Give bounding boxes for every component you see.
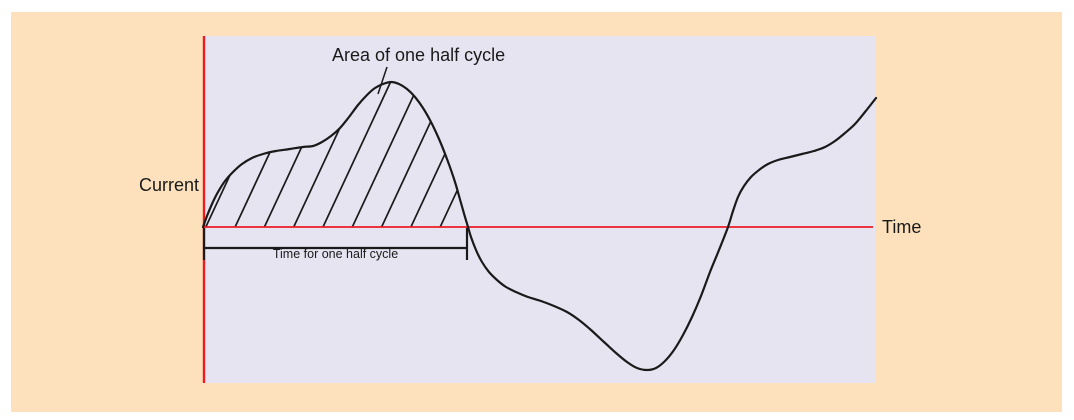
hatch-line <box>378 82 468 227</box>
y-axis-label: Current <box>138 175 199 195</box>
duration-annotation-label: Time for one half cycle <box>272 247 399 261</box>
current-waveform-curve <box>201 80 878 372</box>
x-axis-label: Time <box>882 217 922 237</box>
hatch-line <box>407 82 468 227</box>
hatch-line <box>348 82 442 227</box>
half-cycle-hatching <box>203 82 468 227</box>
hatch-line <box>319 82 412 227</box>
plot-area <box>205 36 875 383</box>
half-cycle-bracket <box>202 228 469 260</box>
hatch-line <box>231 82 324 227</box>
hatch-line <box>465 82 468 227</box>
area-annotation-label: Area of one half cycle <box>332 45 506 65</box>
hatch-line <box>290 82 383 227</box>
hatch-line <box>203 82 295 227</box>
hatch-line <box>260 82 354 227</box>
annotation-leader-line <box>377 66 388 95</box>
hatch-line <box>436 82 468 227</box>
